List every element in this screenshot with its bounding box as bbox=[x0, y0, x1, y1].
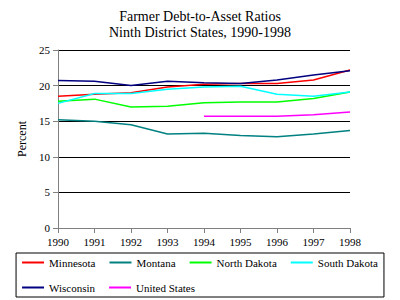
svg-text:5: 5 bbox=[45, 186, 51, 198]
svg-text:1995: 1995 bbox=[230, 236, 253, 248]
svg-text:10: 10 bbox=[39, 151, 51, 163]
svg-text:1993: 1993 bbox=[157, 236, 180, 248]
svg-text:South Dakota: South Dakota bbox=[318, 257, 378, 269]
svg-text:1991: 1991 bbox=[84, 236, 106, 248]
svg-text:Montana: Montana bbox=[136, 257, 175, 269]
svg-text:North Dakota: North Dakota bbox=[217, 257, 277, 269]
svg-text:15: 15 bbox=[39, 115, 51, 127]
svg-text:Wisconsin: Wisconsin bbox=[49, 282, 95, 294]
svg-text:1992: 1992 bbox=[120, 236, 142, 248]
svg-text:1997: 1997 bbox=[303, 236, 326, 248]
svg-text:Ninth District States, 1990-19: Ninth District States, 1990-1998 bbox=[109, 25, 291, 40]
svg-text:0: 0 bbox=[45, 222, 51, 234]
svg-text:20: 20 bbox=[39, 80, 51, 92]
svg-text:25: 25 bbox=[39, 44, 51, 56]
svg-text:1990: 1990 bbox=[47, 236, 70, 248]
svg-text:Percent: Percent bbox=[15, 120, 29, 157]
svg-text:United States: United States bbox=[136, 282, 195, 294]
svg-text:1996: 1996 bbox=[266, 236, 289, 248]
svg-text:Minnesota: Minnesota bbox=[49, 257, 96, 269]
svg-text:1994: 1994 bbox=[193, 236, 216, 248]
svg-text:Farmer Debt-to-Asset Ratios: Farmer Debt-to-Asset Ratios bbox=[119, 9, 281, 24]
svg-text:1998: 1998 bbox=[339, 236, 362, 248]
